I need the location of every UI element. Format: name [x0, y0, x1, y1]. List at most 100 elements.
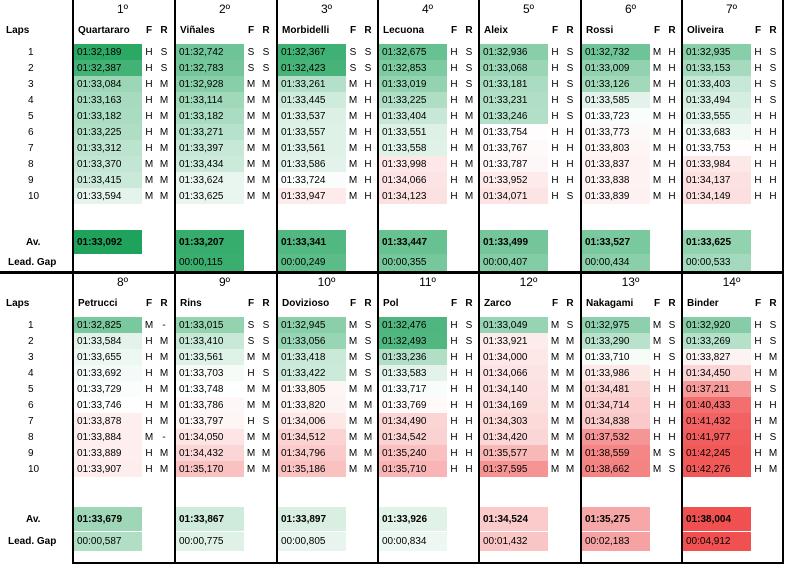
rider-name: Rossi: [586, 24, 614, 36]
front-tyre: M: [246, 351, 256, 363]
rear-tyre: H: [465, 351, 473, 363]
lap-time: 01:33,015: [175, 317, 244, 333]
front-tyre: H: [754, 62, 762, 74]
lap-time: 01:34,066: [378, 172, 447, 188]
lap-time: 01:33,594: [73, 188, 142, 204]
front-tyre: M: [550, 367, 560, 379]
lap-time: 01:35,710: [378, 461, 447, 477]
front-tyre: H: [754, 463, 762, 475]
front-tyre: H: [450, 174, 458, 186]
rider-position: 5º: [522, 1, 535, 16]
table-block-top: Laps 1 2 3 4 5 6 7 8 9 10 Av. Lead. Gap 1º Quartararo F…: [0, 0, 800, 272]
lap-time: 01:33,422: [277, 365, 346, 381]
lap-time: 01:33,624: [175, 172, 244, 188]
rear-tyre: H: [769, 142, 777, 154]
front-tyre: H: [145, 415, 153, 427]
rear-tyre: M: [261, 431, 271, 443]
front-tyre: H: [450, 463, 458, 475]
front-tyre: H: [754, 447, 762, 459]
front-tyre: M: [348, 463, 358, 475]
front-tyre: M: [652, 62, 662, 74]
rear-tyre: M: [261, 142, 271, 154]
front-tyre: M: [652, 158, 662, 170]
front-tyre: H: [754, 431, 762, 443]
rear-tyre: H: [465, 447, 473, 459]
average-time: 01:33,867: [175, 507, 244, 531]
front-tyre: H: [754, 126, 762, 138]
lap-time: 01:32,920: [682, 317, 751, 333]
rear-tyre: S: [364, 367, 372, 379]
leader-gap: 00:00,533: [682, 254, 751, 271]
front-tyre: H: [754, 399, 762, 411]
front-tyre: M: [144, 431, 154, 443]
front-tyre: H: [450, 46, 458, 58]
front-tyre: M: [652, 126, 662, 138]
lap-time: 01:33,114: [175, 92, 244, 108]
rear-tyre: S: [769, 383, 777, 395]
rear-tyre: H: [364, 78, 372, 90]
lap-time: 01:34,006: [277, 413, 346, 429]
rear-tyre: S: [769, 319, 777, 331]
lap-number: 7: [28, 142, 34, 154]
front-tyre: H: [450, 399, 458, 411]
lap-time: 01:34,140: [479, 381, 548, 397]
average-time: 01:33,897: [277, 507, 346, 531]
front-tyre: H: [145, 126, 153, 138]
front-tyre: H: [450, 190, 458, 202]
front-tyre: M: [246, 126, 256, 138]
front-tyre: H: [145, 94, 153, 106]
front-tyre: M: [348, 431, 358, 443]
rear-tyre: S: [668, 319, 676, 331]
front-tyre: H: [145, 383, 153, 395]
column-separator: [276, 272, 278, 564]
lap-time: 01:38,662: [581, 461, 650, 477]
lap-time: 01:33,182: [73, 108, 142, 124]
front-tyre: M: [348, 158, 358, 170]
rear-tyre: S: [262, 335, 270, 347]
front-tyre: M: [246, 158, 256, 170]
lap-time: 01:32,945: [277, 317, 346, 333]
rear-tyre: S: [465, 46, 473, 58]
front-tyre: H: [450, 367, 458, 379]
leader-gap: 00:02,183: [581, 532, 650, 551]
lap-time: 01:34,169: [479, 397, 548, 413]
rear-tyre: H: [668, 399, 676, 411]
rear-tyre-header: R: [465, 297, 473, 309]
lap-time: 01:33,182: [175, 108, 244, 124]
rear-tyre: M: [565, 335, 575, 347]
lap-time: 01:33,269: [682, 333, 751, 349]
front-tyre: M: [348, 142, 358, 154]
lap-time: 01:32,975: [581, 317, 650, 333]
rear-tyre: H: [668, 126, 676, 138]
lap-time: 01:33,225: [378, 92, 447, 108]
front-tyre: M: [652, 110, 662, 122]
rear-tyre: M: [159, 158, 169, 170]
column-separator: [681, 272, 683, 564]
front-tyre: M: [348, 174, 358, 186]
front-tyre-header: F: [653, 297, 661, 309]
rider-name: Aleix: [484, 24, 508, 36]
lap-time: 01:33,558: [378, 140, 447, 156]
lap-time: 01:32,853: [378, 60, 447, 76]
laps-header: Laps: [6, 24, 30, 36]
front-tyre: H: [754, 319, 762, 331]
rider-position: 14º: [722, 275, 741, 289]
rider-position: 3º: [320, 1, 333, 16]
rear-tyre: M: [159, 351, 169, 363]
front-tyre: M: [144, 174, 154, 186]
lap-number: 1: [28, 46, 34, 58]
rear-tyre: M: [159, 78, 169, 90]
leader-gap: 00:00,407: [479, 254, 548, 271]
front-tyre: S: [247, 319, 255, 331]
front-tyre-header: F: [145, 24, 153, 36]
rear-tyre: S: [668, 447, 676, 459]
average-time: 01:33,207: [175, 230, 244, 254]
lap-time: 01:32,732: [581, 44, 650, 60]
front-tyre: M: [246, 78, 256, 90]
average-label: Av.: [26, 513, 41, 525]
front-tyre: H: [551, 62, 559, 74]
lap-time: 01:33,561: [175, 349, 244, 365]
front-tyre: H: [754, 158, 762, 170]
lap-time: 01:33,153: [682, 60, 751, 76]
front-tyre-header: F: [754, 24, 762, 36]
